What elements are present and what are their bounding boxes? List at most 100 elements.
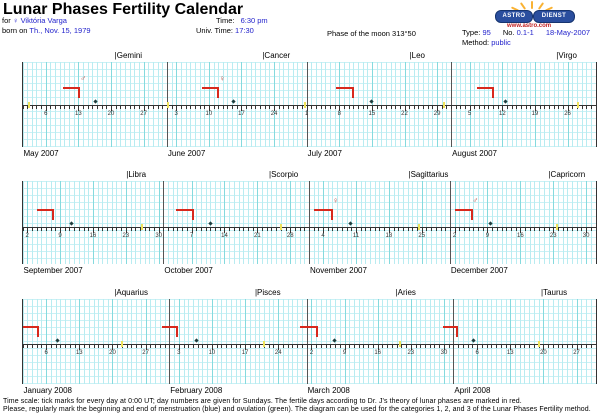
grid-day-line: [418, 62, 420, 147]
fertile-mark-end: [456, 326, 459, 337]
day-tick: [224, 228, 226, 233]
day-tick: [294, 228, 296, 231]
sunday-number: 12: [498, 111, 506, 117]
grid-day-line: [469, 62, 471, 147]
day-tick: [374, 228, 376, 231]
grid-day-line: [576, 181, 578, 264]
grid-day-line: [273, 299, 275, 384]
grid-day-line: [216, 299, 218, 384]
grid-day-line: [311, 62, 313, 147]
day-tick: [329, 106, 331, 109]
day-tick: [241, 106, 243, 111]
day-tick: [409, 106, 411, 109]
grid-day-line: [427, 62, 429, 147]
day-tick: [548, 106, 550, 109]
grid-day-line: [192, 299, 194, 384]
sunday-number: 20: [109, 350, 116, 356]
grid-day-line: [111, 62, 112, 147]
grid-day-line: [586, 181, 588, 264]
day-tick: [343, 106, 345, 109]
grid-day-line: [278, 62, 280, 147]
day-tick: [64, 106, 66, 109]
day-tick: [533, 345, 535, 348]
grid-day-line: [323, 181, 325, 264]
grid-hline: [22, 146, 596, 147]
day-tick: [74, 345, 76, 348]
day-tick: [486, 345, 488, 348]
day-tick: [337, 228, 339, 231]
grid-hline: [22, 299, 596, 300]
grid-hline: [22, 62, 596, 63]
day-tick: [218, 106, 220, 109]
fertile-mark-end: [52, 209, 55, 220]
sunday-number: 29: [433, 111, 441, 117]
univ-time-line: Univ. Time: 17:30: [196, 26, 254, 35]
day-tick: [377, 345, 379, 350]
grid-day-line: [280, 181, 282, 264]
grid-day-line: [478, 181, 480, 264]
day-tick: [365, 228, 367, 231]
grid-day-line: [576, 299, 578, 384]
grid-day-line: [590, 181, 592, 264]
day-tick: [243, 228, 245, 231]
day-tick: [440, 228, 442, 231]
day-tick: [449, 228, 451, 231]
grid-day-line: [45, 62, 47, 147]
month-boundary-line: [306, 62, 308, 147]
grid-day-line: [505, 299, 507, 384]
grid-day-line: [327, 181, 329, 264]
grid-day-line: [150, 299, 152, 384]
grid-day-line: [218, 62, 220, 147]
day-tick: [131, 345, 133, 348]
day-tick: [78, 228, 80, 231]
grid-day-line: [320, 62, 322, 147]
grid-day-line: [567, 62, 569, 147]
month-label: December 2007: [450, 266, 508, 275]
day-tick: [232, 106, 234, 109]
day-tick: [323, 228, 325, 233]
day-tick: [148, 106, 150, 109]
grid-day-line: [491, 299, 493, 384]
sunday-number: 23: [407, 350, 415, 356]
footer-note-1: Time scale: tick marks for every day at …: [3, 398, 522, 405]
day-tick: [169, 345, 171, 348]
day-tick: [525, 106, 527, 109]
grid-day-line: [483, 62, 485, 147]
day-tick: [41, 345, 43, 348]
day-tick: [567, 345, 569, 348]
grid-day-line: [404, 62, 406, 147]
grid-day-line: [236, 62, 238, 147]
grid-day-line: [139, 181, 141, 264]
grid-day-line: [121, 181, 123, 264]
fertile-mark-bar: [300, 326, 318, 328]
grid-day-line: [399, 62, 401, 147]
day-tick: [581, 345, 583, 348]
grid-day-line: [180, 62, 182, 147]
zodiac-cusp-label: |Libra: [126, 170, 147, 179]
day-tick: [362, 106, 364, 109]
day-tick: [129, 106, 131, 109]
grid-day-line: [388, 181, 390, 264]
sunday-number: 16: [374, 350, 381, 356]
grid-day-line: [294, 181, 296, 264]
grid-day-line: [367, 62, 369, 147]
day-tick: [590, 228, 592, 231]
day-tick: [590, 106, 592, 109]
day-tick: [553, 228, 555, 233]
grid-day-line: [463, 181, 465, 264]
sunday-number: 21: [253, 233, 261, 239]
grid-day-line: [126, 299, 128, 384]
fertile-mark-bar: [201, 87, 219, 89]
zodiac-cusp-label: |Cancer: [262, 51, 291, 60]
for-label: for: [2, 16, 11, 25]
grid-day-line: [145, 299, 147, 384]
method-value: public: [491, 38, 511, 47]
day-tick: [418, 106, 420, 109]
grid-day-line: [200, 181, 202, 264]
day-tick: [204, 106, 206, 109]
day-tick: [398, 228, 400, 231]
day-tick: [567, 106, 569, 111]
day-tick: [107, 345, 109, 348]
logo-url[interactable]: www.astro.com: [507, 23, 552, 29]
month-label: February 2008: [170, 386, 223, 395]
